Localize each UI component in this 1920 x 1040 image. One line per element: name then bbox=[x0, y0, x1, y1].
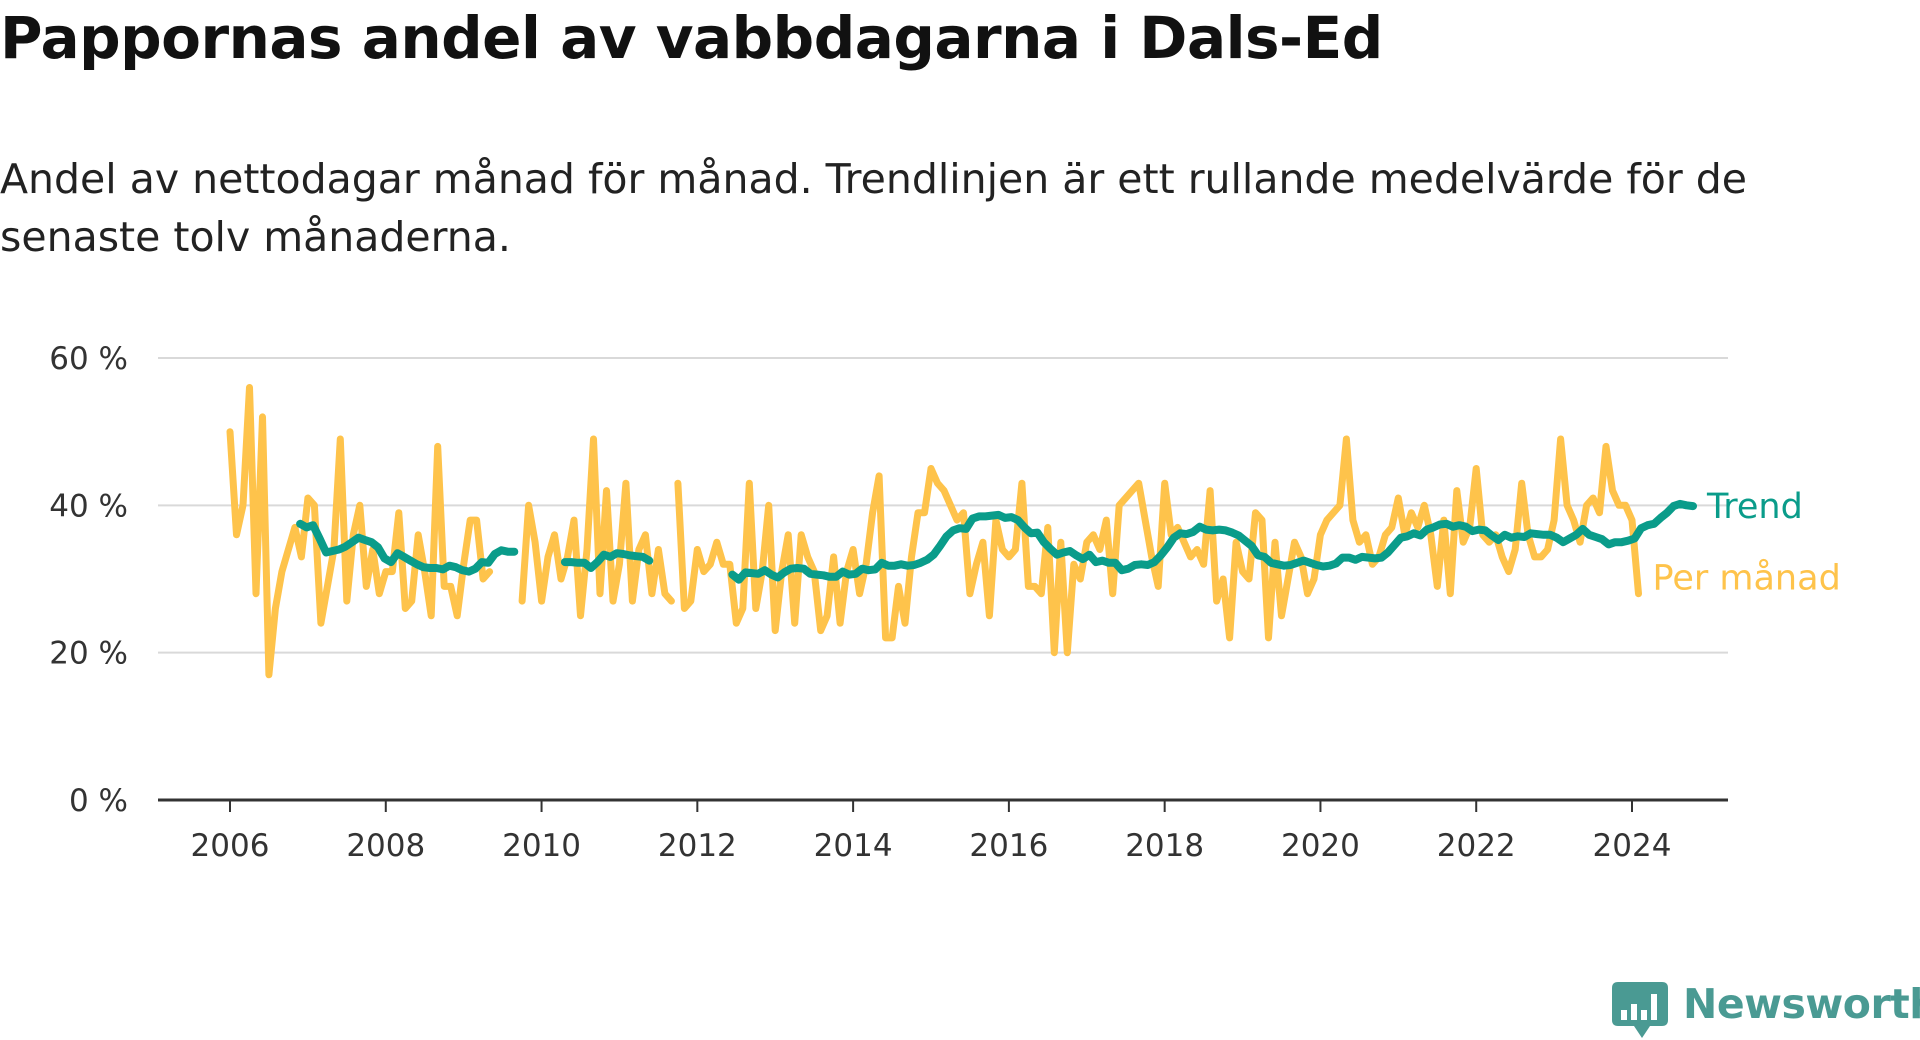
x-axis-tick-labels: 2006 2008 2010 2012 2014 2016 2018 2020 2022 2024 bbox=[191, 828, 1672, 864]
x-tick-label: 2008 bbox=[346, 828, 425, 864]
per-manad-line bbox=[674, 435, 1642, 657]
series-label-per-manad: Per månad bbox=[1652, 558, 1840, 599]
x-tick-label: 2006 bbox=[191, 828, 270, 864]
per-manad-line bbox=[518, 435, 675, 620]
x-tick-label: 2024 bbox=[1593, 828, 1672, 864]
trend-line bbox=[560, 549, 654, 572]
x-tick-label: 2022 bbox=[1437, 828, 1516, 864]
x-tick-label: 2020 bbox=[1281, 828, 1360, 864]
per-manad-line bbox=[226, 384, 494, 679]
x-tick-label: 2014 bbox=[814, 828, 893, 864]
grid-lines bbox=[158, 357, 1728, 654]
trend-line bbox=[296, 519, 519, 576]
y-axis-tick-labels: 0 % 20 % 40 % 60 % bbox=[49, 341, 128, 819]
series-label-trend: Trend bbox=[1706, 487, 1803, 527]
x-tick-label: 2010 bbox=[502, 828, 581, 864]
y-tick-label: 40 % bbox=[49, 488, 128, 524]
chart-title: Pappornas andel av vabbdagarna i Dals-Ed bbox=[0, 4, 1383, 72]
series-trend bbox=[296, 499, 1697, 584]
chart-subtitle: Andel av nettodagar månad för månad. Tre… bbox=[0, 155, 1747, 261]
y-tick-label: 20 % bbox=[49, 636, 128, 672]
series-per-manad bbox=[226, 384, 1642, 679]
bar-chart-icon bbox=[1612, 982, 1668, 1038]
x-axis bbox=[158, 798, 1728, 812]
y-tick-label: 60 % bbox=[49, 341, 128, 377]
x-tick-label: 2012 bbox=[658, 828, 737, 864]
x-tick-label: 2018 bbox=[1125, 828, 1204, 864]
x-tick-label: 2016 bbox=[969, 828, 1048, 864]
trend-line bbox=[728, 499, 1697, 584]
y-tick-label: 0 % bbox=[69, 783, 128, 819]
brand-name: Newsworthy bbox=[1683, 980, 1920, 1028]
